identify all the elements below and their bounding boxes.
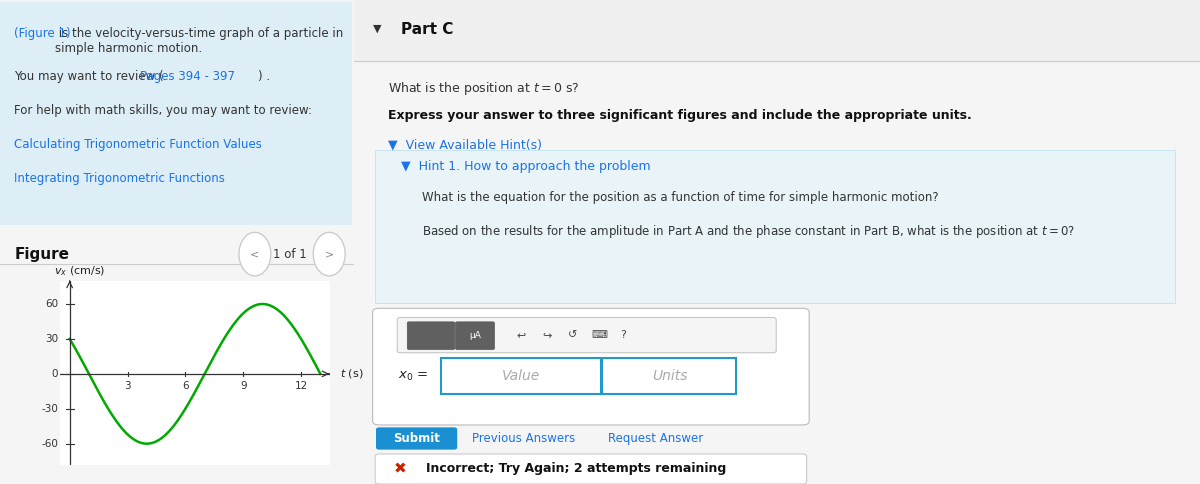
Text: ?: ? [620, 331, 626, 340]
Text: Submit: Submit [394, 432, 440, 445]
Text: What is the equation for the position as a function of time for simple harmonic : What is the equation for the position as… [421, 191, 938, 204]
FancyBboxPatch shape [376, 150, 1175, 302]
Text: (Figure 1): (Figure 1) [14, 27, 71, 40]
Text: 3: 3 [124, 381, 131, 391]
Text: 9: 9 [240, 381, 246, 391]
Text: ▼  Hint 1. How to approach the problem: ▼ Hint 1. How to approach the problem [401, 160, 650, 173]
Text: For help with math skills, you may want to review:: For help with math skills, you may want … [14, 104, 312, 117]
FancyBboxPatch shape [376, 454, 806, 484]
Text: Calculating Trigonometric Function Values: Calculating Trigonometric Function Value… [14, 138, 262, 151]
Text: You may want to review (: You may want to review ( [14, 70, 163, 83]
Circle shape [313, 232, 346, 276]
Text: Previous Answers: Previous Answers [473, 432, 576, 445]
Text: 6: 6 [182, 381, 188, 391]
Text: ▼: ▼ [373, 24, 382, 34]
Text: ↪: ↪ [542, 331, 552, 340]
Text: ↩: ↩ [517, 331, 526, 340]
Text: What is the position at $t = 0$ s?: What is the position at $t = 0$ s? [388, 80, 580, 97]
Text: Based on the results for the amplitude in Part A and the phase constant in Part : Based on the results for the amplitude i… [421, 223, 1075, 240]
Text: Part C: Part C [401, 22, 452, 36]
FancyBboxPatch shape [407, 322, 455, 349]
FancyBboxPatch shape [397, 318, 776, 353]
FancyBboxPatch shape [602, 358, 737, 394]
Text: Value: Value [502, 369, 540, 383]
Text: 0: 0 [52, 369, 58, 379]
Text: Request Answer: Request Answer [607, 432, 703, 445]
Text: 60: 60 [44, 299, 58, 309]
Text: 30: 30 [44, 334, 58, 344]
Text: ) .: ) . [258, 70, 270, 83]
FancyBboxPatch shape [354, 0, 1200, 60]
Text: ▼  View Available Hint(s): ▼ View Available Hint(s) [388, 138, 542, 151]
Text: ✖: ✖ [394, 462, 407, 476]
Text: Incorrect; Try Again; 2 attempts remaining: Incorrect; Try Again; 2 attempts remaini… [426, 463, 726, 475]
Text: μA: μA [469, 331, 481, 340]
Text: 12: 12 [294, 381, 307, 391]
Text: Pages 394 - 397: Pages 394 - 397 [140, 70, 235, 83]
Text: -30: -30 [41, 404, 58, 414]
FancyBboxPatch shape [376, 427, 457, 450]
Text: $t$ (s): $t$ (s) [340, 367, 364, 380]
Text: -60: -60 [41, 439, 58, 449]
FancyBboxPatch shape [442, 358, 601, 394]
Text: Integrating Trigonometric Functions: Integrating Trigonometric Functions [14, 172, 226, 185]
FancyBboxPatch shape [0, 2, 353, 225]
Text: ⌨: ⌨ [592, 331, 607, 340]
Text: <: < [251, 249, 259, 259]
Text: Units: Units [652, 369, 688, 383]
Text: >: > [324, 249, 334, 259]
Text: $x_0$ =: $x_0$ = [398, 369, 428, 383]
Text: 1 of 1: 1 of 1 [274, 248, 307, 260]
Circle shape [239, 232, 271, 276]
Text: $v_x$ (cm/s): $v_x$ (cm/s) [54, 265, 106, 278]
FancyBboxPatch shape [456, 322, 494, 349]
Text: Express your answer to three significant figures and include the appropriate uni: Express your answer to three significant… [388, 109, 972, 122]
Text: ↺: ↺ [568, 331, 577, 340]
Text: is the velocity-versus-time graph of a particle in
simple harmonic motion.: is the velocity-versus-time graph of a p… [55, 27, 343, 55]
Text: Figure: Figure [14, 247, 70, 262]
FancyBboxPatch shape [373, 308, 809, 425]
